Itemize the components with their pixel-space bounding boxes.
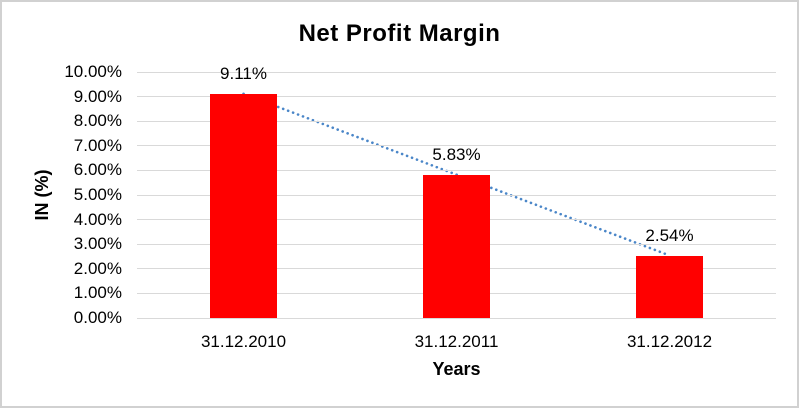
y-axis-tick-label: 8.00%	[73, 111, 122, 131]
y-axis-tick-label: 0.00%	[73, 308, 122, 327]
y-axis-tick-label: 1.00%	[73, 283, 122, 303]
gridline	[137, 71, 776, 73]
gridline	[137, 96, 776, 98]
gridline	[137, 169, 776, 171]
y-axis-tick-label: 5.00%	[73, 185, 122, 204]
x-axis-title: Years	[432, 359, 481, 379]
data-label: 5.83%	[432, 144, 481, 164]
gridline	[137, 120, 776, 122]
y-axis-tick-label: 3.00%	[73, 234, 122, 254]
data-label: 9.11%	[220, 63, 267, 83]
y-axis-tick-label: 6.00%	[73, 160, 122, 180]
y-axis-tick-label: 7.00%	[73, 135, 122, 155]
bar	[423, 174, 490, 318]
y-axis-tick-label: 9.00%	[73, 86, 122, 106]
x-axis-tick-label: 31.12.2011	[414, 332, 499, 351]
bar	[636, 255, 703, 318]
x-axis-tick-label: 31.12.2012	[626, 332, 713, 351]
bar	[210, 93, 277, 318]
gridline	[137, 145, 776, 147]
gridline	[137, 317, 776, 319]
x-axis-tick-label: 31.12.2010	[200, 332, 287, 351]
chart-title: Net Profit Margin	[298, 20, 501, 47]
y-axis-tick-label: 2.00%	[73, 258, 122, 278]
y-axis-tick-label: 10.00%	[64, 62, 122, 81]
y-axis-tick-label: 4.00%	[73, 209, 122, 229]
data-label: 2.54%	[645, 225, 694, 245]
